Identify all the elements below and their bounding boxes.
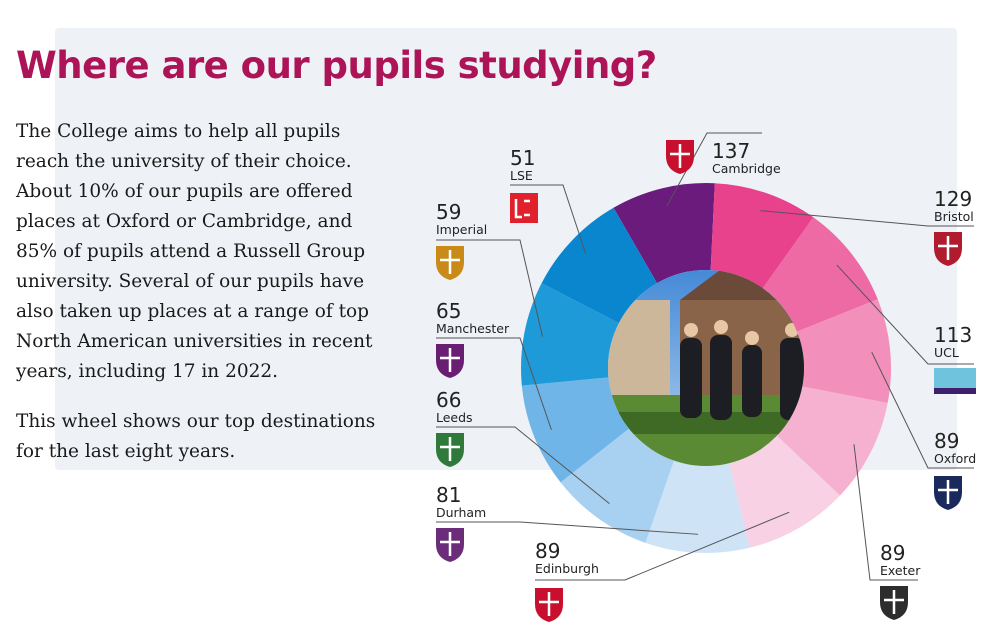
slice-imperial [521,283,619,386]
slice-exeter [776,386,888,496]
category-label-imperial: Imperial [436,222,487,237]
cambridge-crest-icon [666,140,694,174]
leader-exeter [853,444,918,581]
value-label-oxford: 89 [934,429,959,453]
value-label-durham: 81 [436,483,461,507]
category-label-lse: LSE [510,168,533,183]
category-label-exeter: Exeter [880,563,921,578]
oxford-crest-icon [934,476,962,510]
bristol-crest-icon [934,232,962,266]
leader-manchester [436,337,552,431]
category-label-oxford: Oxford [934,451,976,466]
slice-ucl [762,217,878,332]
leader-oxford [871,351,974,469]
wheel-slices [521,183,891,554]
page-title: Where are our pupils studying? [16,44,657,87]
value-label-exeter: 89 [880,541,905,565]
edinburgh-crest-icon [535,588,563,622]
leader-bristol [760,210,974,227]
slice-manchester [521,377,629,483]
lse-logo-icon [510,193,538,223]
value-label-imperial: 59 [436,200,461,224]
value-label-edinburgh: 89 [535,539,560,563]
leader-lse [510,184,586,254]
category-label-manchester: Manchester [436,321,510,336]
leader-leeds [436,426,610,505]
leader-cambridge [666,132,762,207]
exeter-crest-icon [880,586,908,620]
wheel-description: This wheel shows our top destinations fo… [16,411,376,462]
intro-paragraph: The College aims to help all pupils reac… [16,121,373,382]
value-label-lse: 51 [510,146,535,170]
wheel-labels: 137Cambridge129Bristol113UCL89Oxford89Ex… [436,139,976,622]
leeds-crest-icon [436,433,464,467]
leader-edinburgh [535,511,790,581]
leader-ucl [836,264,974,365]
label-leaders [436,132,974,581]
imperial-crest-icon [436,246,464,280]
slice-lse [541,207,657,324]
slice-oxford [796,299,891,404]
slice-durham [645,460,750,554]
category-label-ucl: UCL [934,345,959,360]
category-label-cambridge: Cambridge [712,161,781,176]
slice-edinburgh [729,435,840,548]
value-label-leeds: 66 [436,388,461,412]
intro-copy: The College aims to help all pupils reac… [16,117,396,487]
slice-cambridge [613,183,715,284]
ucl-logo-icon [934,368,976,394]
slice-bristol [710,183,814,289]
leader-durham [436,521,699,535]
value-label-cambridge: 137 [712,139,750,163]
category-label-leeds: Leeds [436,410,473,425]
category-label-edinburgh: Edinburgh [535,561,599,576]
value-label-manchester: 65 [436,299,461,323]
category-label-bristol: Bristol [934,209,974,224]
manchester-crest-icon [436,344,464,378]
leader-imperial [436,239,543,337]
durham-crest-icon [436,528,464,562]
category-label-durham: Durham [436,505,486,520]
value-label-ucl: 113 [934,323,972,347]
slice-leeds [560,428,674,543]
value-label-bristol: 129 [934,187,972,211]
